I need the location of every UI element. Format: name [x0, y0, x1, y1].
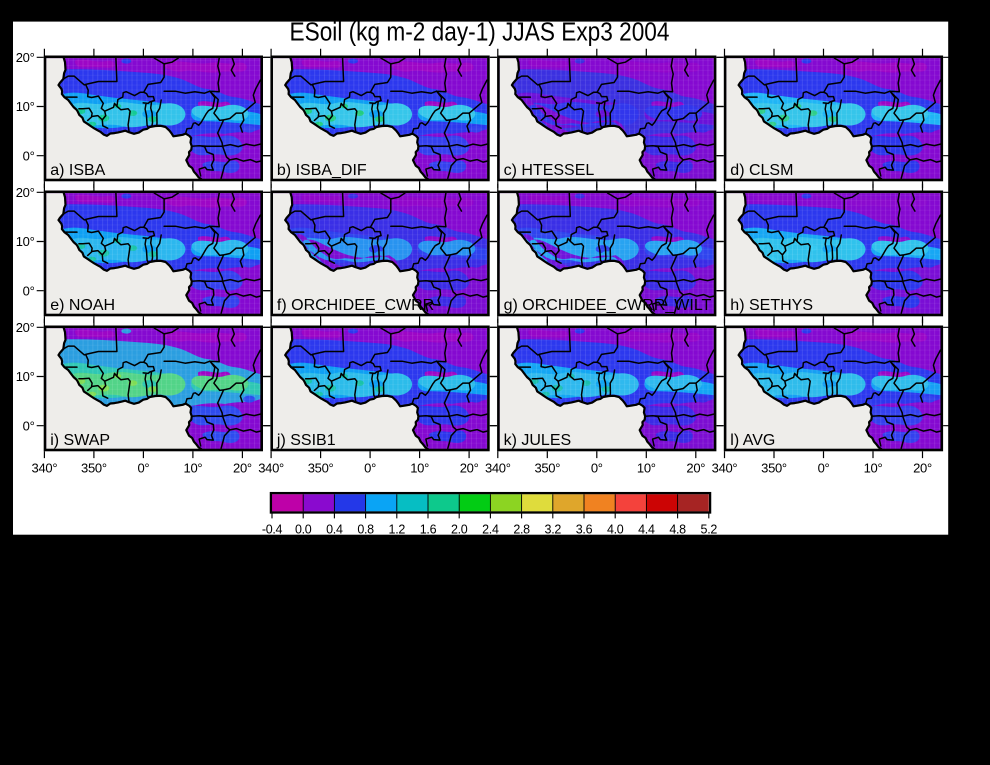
svg-text:20°: 20° — [460, 460, 479, 475]
svg-text:e) NOAH: e) NOAH — [50, 297, 115, 314]
svg-text:ESoil (kg m-2 day-1) JJAS Exp3: ESoil (kg m-2 day-1) JJAS Exp3 2004 — [290, 19, 670, 47]
svg-text:20°: 20° — [913, 460, 932, 475]
svg-text:2.8: 2.8 — [513, 523, 530, 537]
svg-text:1.6: 1.6 — [420, 523, 437, 537]
svg-text:340°: 340° — [32, 460, 58, 475]
svg-text:-0.4: -0.4 — [262, 523, 283, 537]
svg-text:i) SWAP: i) SWAP — [50, 432, 110, 449]
svg-text:350°: 350° — [761, 460, 787, 475]
svg-text:3.6: 3.6 — [576, 523, 593, 537]
svg-text:j) SSIB1: j) SSIB1 — [276, 432, 336, 449]
svg-text:10°: 10° — [637, 460, 656, 475]
svg-text:4.4: 4.4 — [638, 523, 655, 537]
svg-text:f) ORCHIDEE_CWRR: f) ORCHIDEE_CWRR — [277, 297, 434, 314]
svg-text:20°: 20° — [686, 460, 705, 475]
svg-text:10°: 10° — [184, 460, 203, 475]
svg-text:4.0: 4.0 — [607, 523, 624, 537]
svg-text:0.4: 0.4 — [326, 523, 343, 537]
svg-text:g) ORCHIDEE_CWRR_WILT: g) ORCHIDEE_CWRR_WILT — [504, 297, 712, 314]
svg-text:5.2: 5.2 — [701, 523, 718, 537]
svg-text:b) ISBA_DIF: b) ISBA_DIF — [277, 162, 367, 179]
svg-text:0.8: 0.8 — [357, 523, 374, 537]
svg-text:340°: 340° — [258, 460, 284, 475]
svg-text:0°: 0° — [591, 460, 603, 475]
svg-text:d) CLSM: d) CLSM — [730, 162, 793, 179]
svg-text:4.8: 4.8 — [669, 523, 686, 537]
svg-text:c) HTESSEL: c) HTESSEL — [504, 162, 595, 179]
svg-text:3.2: 3.2 — [545, 523, 562, 537]
svg-text:340°: 340° — [712, 460, 738, 475]
svg-text:10°: 10° — [864, 460, 883, 475]
svg-text:20°: 20° — [233, 460, 252, 475]
svg-text:0°: 0° — [23, 148, 35, 163]
svg-text:2.4: 2.4 — [482, 523, 499, 537]
svg-text:1.2: 1.2 — [389, 523, 406, 537]
svg-text:20°: 20° — [16, 50, 35, 65]
svg-text:0°: 0° — [23, 283, 35, 298]
svg-text:10°: 10° — [410, 460, 429, 475]
svg-text:350°: 350° — [308, 460, 334, 475]
svg-text:340°: 340° — [485, 460, 511, 475]
svg-text:l) AVG: l) AVG — [730, 432, 775, 449]
svg-text:350°: 350° — [81, 460, 107, 475]
svg-text:0°: 0° — [23, 418, 35, 433]
svg-text:20°: 20° — [16, 185, 35, 200]
svg-text:a) ISBA: a) ISBA — [50, 162, 105, 179]
svg-text:350°: 350° — [534, 460, 560, 475]
svg-text:20°: 20° — [16, 320, 35, 335]
svg-text:0°: 0° — [364, 460, 376, 475]
svg-text:10°: 10° — [16, 99, 35, 114]
svg-text:0.0: 0.0 — [295, 523, 312, 537]
svg-text:10°: 10° — [16, 234, 35, 249]
svg-text:0°: 0° — [137, 460, 149, 475]
svg-text:10°: 10° — [16, 369, 35, 384]
svg-text:2.0: 2.0 — [451, 523, 468, 537]
svg-text:h) SETHYS: h) SETHYS — [730, 297, 813, 314]
svg-text:k) JULES: k) JULES — [504, 432, 572, 449]
svg-text:0°: 0° — [818, 460, 830, 475]
